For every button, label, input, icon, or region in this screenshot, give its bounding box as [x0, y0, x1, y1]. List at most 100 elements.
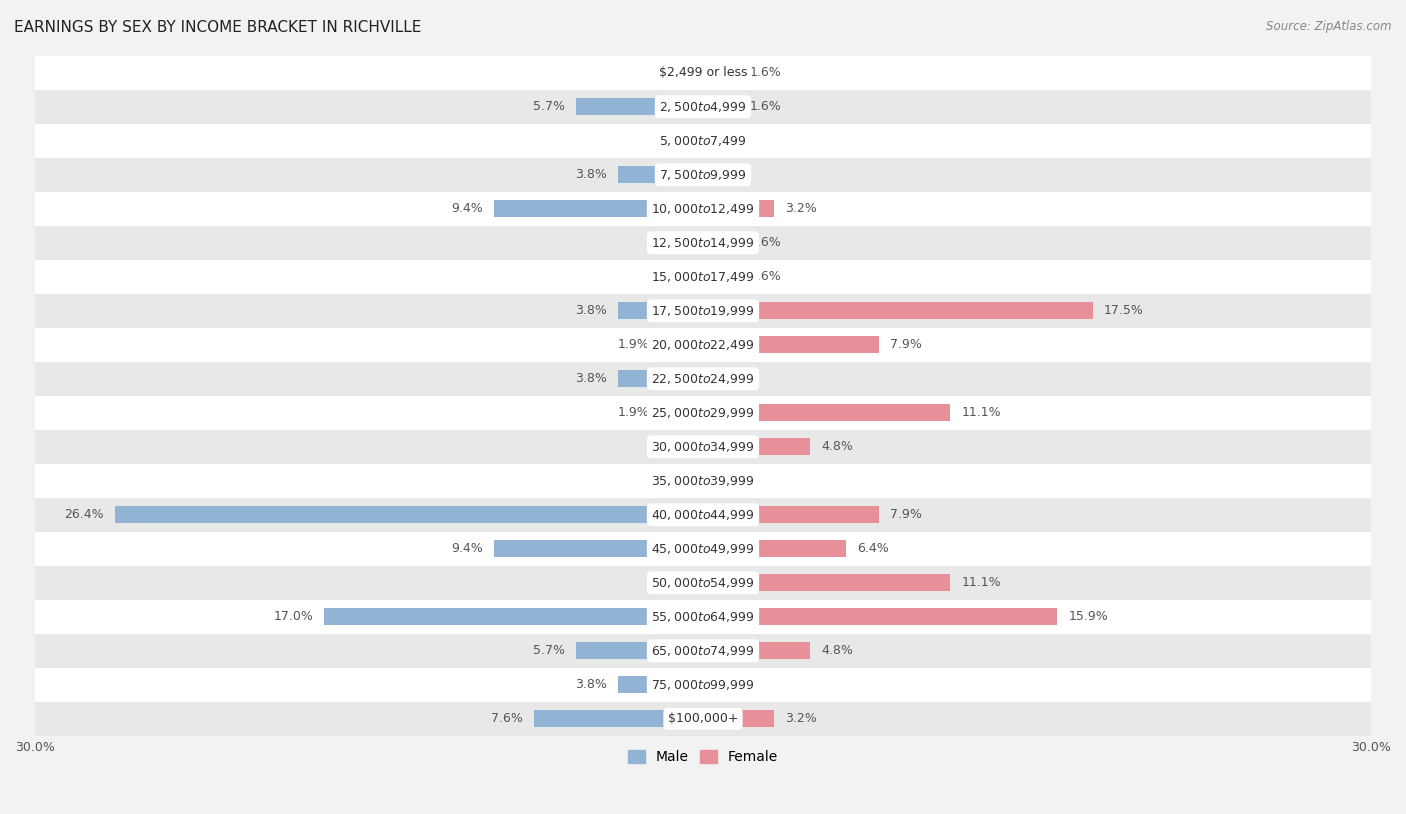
Text: $2,499 or less: $2,499 or less [659, 66, 747, 79]
Text: 1.9%: 1.9% [617, 339, 650, 351]
Text: 1.6%: 1.6% [749, 100, 782, 113]
Bar [661, 336, 703, 353]
Bar [703, 336, 879, 353]
Text: $7,500 to $9,999: $7,500 to $9,999 [659, 168, 747, 182]
Text: Source: ZipAtlas.com: Source: ZipAtlas.com [1267, 20, 1392, 33]
Text: $10,000 to $12,499: $10,000 to $12,499 [651, 202, 755, 216]
Text: 7.9%: 7.9% [890, 339, 922, 351]
Text: 9.4%: 9.4% [451, 542, 482, 555]
Text: 3.8%: 3.8% [575, 372, 607, 385]
Text: $30,000 to $34,999: $30,000 to $34,999 [651, 440, 755, 453]
Bar [703, 574, 950, 591]
Text: $25,000 to $29,999: $25,000 to $29,999 [651, 405, 755, 420]
Text: 0.0%: 0.0% [714, 372, 747, 385]
Bar [35, 225, 1371, 260]
Text: 0.0%: 0.0% [659, 270, 692, 283]
Bar [703, 506, 879, 523]
Bar [325, 608, 703, 625]
Text: $65,000 to $74,999: $65,000 to $74,999 [651, 644, 755, 658]
Bar [703, 64, 738, 81]
Bar [703, 711, 775, 727]
Text: $2,500 to $4,999: $2,500 to $4,999 [659, 99, 747, 114]
Text: 1.6%: 1.6% [749, 236, 782, 249]
Text: $5,000 to $7,499: $5,000 to $7,499 [659, 133, 747, 147]
Bar [619, 676, 703, 694]
Text: 1.6%: 1.6% [749, 270, 782, 283]
Bar [703, 642, 810, 659]
Bar [35, 667, 1371, 702]
Bar [35, 566, 1371, 600]
Text: 11.1%: 11.1% [962, 576, 1001, 589]
Text: $100,000+: $100,000+ [668, 712, 738, 725]
Bar [35, 260, 1371, 294]
Text: 0.0%: 0.0% [714, 134, 747, 147]
Legend: Male, Female: Male, Female [623, 745, 783, 770]
Bar [703, 98, 738, 116]
Bar [35, 361, 1371, 396]
Text: 1.6%: 1.6% [749, 66, 782, 79]
Text: 0.0%: 0.0% [659, 440, 692, 453]
Bar [661, 405, 703, 421]
Text: 3.8%: 3.8% [575, 304, 607, 317]
Text: 0.0%: 0.0% [714, 475, 747, 488]
Text: 3.2%: 3.2% [786, 202, 817, 215]
Text: 0.0%: 0.0% [659, 475, 692, 488]
Bar [494, 540, 703, 558]
Text: 3.2%: 3.2% [786, 712, 817, 725]
Text: 6.4%: 6.4% [856, 542, 889, 555]
Bar [35, 55, 1371, 90]
Text: $22,500 to $24,999: $22,500 to $24,999 [651, 372, 755, 386]
Bar [703, 438, 810, 455]
Text: $15,000 to $17,499: $15,000 to $17,499 [651, 269, 755, 284]
Bar [703, 540, 845, 558]
Bar [619, 302, 703, 319]
Bar [576, 98, 703, 116]
Bar [35, 294, 1371, 328]
Text: 7.9%: 7.9% [890, 508, 922, 521]
Bar [703, 302, 1092, 319]
Text: 4.8%: 4.8% [821, 644, 853, 657]
Text: 17.0%: 17.0% [273, 610, 314, 624]
Text: $55,000 to $64,999: $55,000 to $64,999 [651, 610, 755, 624]
Bar [494, 200, 703, 217]
Bar [35, 464, 1371, 497]
Bar [534, 711, 703, 727]
Bar [703, 405, 950, 421]
Bar [35, 600, 1371, 634]
Text: 0.0%: 0.0% [659, 576, 692, 589]
Text: 26.4%: 26.4% [65, 508, 104, 521]
Bar [35, 396, 1371, 430]
Bar [35, 192, 1371, 225]
Text: 0.0%: 0.0% [714, 678, 747, 691]
Bar [35, 124, 1371, 158]
Text: 3.8%: 3.8% [575, 678, 607, 691]
Bar [35, 90, 1371, 124]
Bar [576, 642, 703, 659]
Text: $75,000 to $99,999: $75,000 to $99,999 [651, 678, 755, 692]
Bar [35, 634, 1371, 667]
Bar [703, 234, 738, 252]
Text: 9.4%: 9.4% [451, 202, 482, 215]
Bar [619, 370, 703, 387]
Text: EARNINGS BY SEX BY INCOME BRACKET IN RICHVILLE: EARNINGS BY SEX BY INCOME BRACKET IN RIC… [14, 20, 422, 35]
Text: 7.6%: 7.6% [491, 712, 523, 725]
Text: 5.7%: 5.7% [533, 644, 565, 657]
Text: 11.1%: 11.1% [962, 406, 1001, 419]
Text: 17.5%: 17.5% [1104, 304, 1143, 317]
Text: 1.9%: 1.9% [617, 406, 650, 419]
Text: 0.0%: 0.0% [714, 168, 747, 182]
Bar [703, 269, 738, 285]
Text: 15.9%: 15.9% [1069, 610, 1108, 624]
Text: 4.8%: 4.8% [821, 440, 853, 453]
Text: $17,500 to $19,999: $17,500 to $19,999 [651, 304, 755, 317]
Bar [703, 608, 1057, 625]
Bar [35, 702, 1371, 736]
Bar [35, 497, 1371, 532]
Text: $35,000 to $39,999: $35,000 to $39,999 [651, 474, 755, 488]
Bar [619, 166, 703, 183]
Bar [115, 506, 703, 523]
Text: $12,500 to $14,999: $12,500 to $14,999 [651, 236, 755, 250]
Text: $20,000 to $22,499: $20,000 to $22,499 [651, 338, 755, 352]
Bar [703, 200, 775, 217]
Text: $45,000 to $49,999: $45,000 to $49,999 [651, 542, 755, 556]
